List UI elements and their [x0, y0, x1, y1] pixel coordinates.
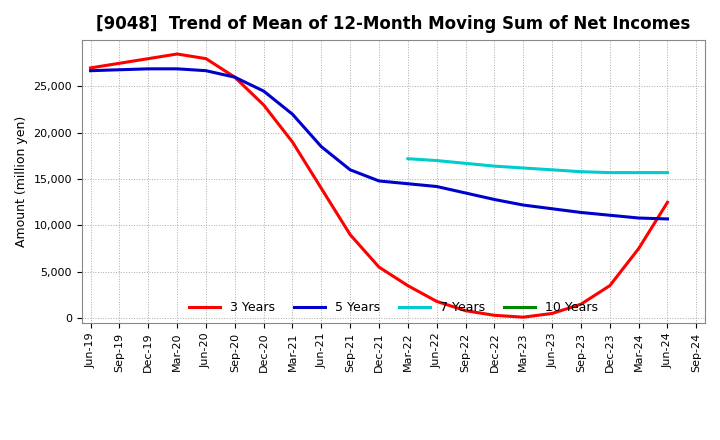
- 3 Years: [288, 139, 297, 145]
- 7 Years: [577, 169, 585, 174]
- 5 Years: [548, 206, 557, 211]
- 3 Years: [663, 200, 672, 205]
- Legend: 3 Years, 5 Years, 7 Years, 10 Years: 3 Years, 5 Years, 7 Years, 10 Years: [184, 296, 603, 319]
- 3 Years: [317, 186, 325, 191]
- 7 Years: [663, 170, 672, 175]
- 5 Years: [173, 66, 181, 71]
- 5 Years: [115, 67, 124, 73]
- 7 Years: [490, 164, 499, 169]
- 5 Years: [403, 181, 412, 187]
- 3 Years: [433, 299, 441, 304]
- 3 Years: [462, 308, 470, 313]
- 3 Years: [144, 56, 153, 61]
- 7 Years: [606, 170, 614, 175]
- 5 Years: [490, 197, 499, 202]
- 7 Years: [433, 158, 441, 163]
- 3 Years: [230, 74, 239, 80]
- 5 Years: [462, 191, 470, 196]
- Line: 7 Years: 7 Years: [408, 159, 667, 172]
- Title: [9048]  Trend of Mean of 12-Month Moving Sum of Net Incomes: [9048] Trend of Mean of 12-Month Moving …: [96, 15, 690, 33]
- 7 Years: [403, 156, 412, 161]
- 3 Years: [548, 311, 557, 316]
- 5 Years: [577, 210, 585, 215]
- 5 Years: [230, 74, 239, 80]
- 5 Years: [346, 167, 354, 172]
- 3 Years: [403, 283, 412, 288]
- 7 Years: [462, 161, 470, 166]
- 5 Years: [144, 66, 153, 71]
- 3 Years: [374, 264, 383, 270]
- 5 Years: [519, 202, 528, 208]
- 7 Years: [634, 170, 643, 175]
- 5 Years: [86, 68, 95, 73]
- 5 Years: [317, 144, 325, 149]
- 3 Years: [346, 232, 354, 237]
- Y-axis label: Amount (million yen): Amount (million yen): [15, 116, 28, 247]
- 5 Years: [202, 68, 210, 73]
- Line: 5 Years: 5 Years: [91, 69, 667, 219]
- 3 Years: [202, 56, 210, 61]
- 7 Years: [548, 167, 557, 172]
- 5 Years: [634, 216, 643, 221]
- 3 Years: [606, 283, 614, 288]
- 7 Years: [519, 165, 528, 171]
- 3 Years: [173, 51, 181, 57]
- 3 Years: [577, 301, 585, 307]
- 3 Years: [259, 103, 268, 108]
- 5 Years: [288, 112, 297, 117]
- 3 Years: [115, 61, 124, 66]
- 3 Years: [86, 65, 95, 70]
- 3 Years: [519, 315, 528, 320]
- 5 Years: [433, 184, 441, 189]
- 5 Years: [606, 213, 614, 218]
- Line: 3 Years: 3 Years: [91, 54, 667, 317]
- 5 Years: [374, 178, 383, 183]
- 3 Years: [634, 246, 643, 251]
- 5 Years: [663, 216, 672, 222]
- 5 Years: [259, 88, 268, 94]
- 3 Years: [490, 313, 499, 318]
